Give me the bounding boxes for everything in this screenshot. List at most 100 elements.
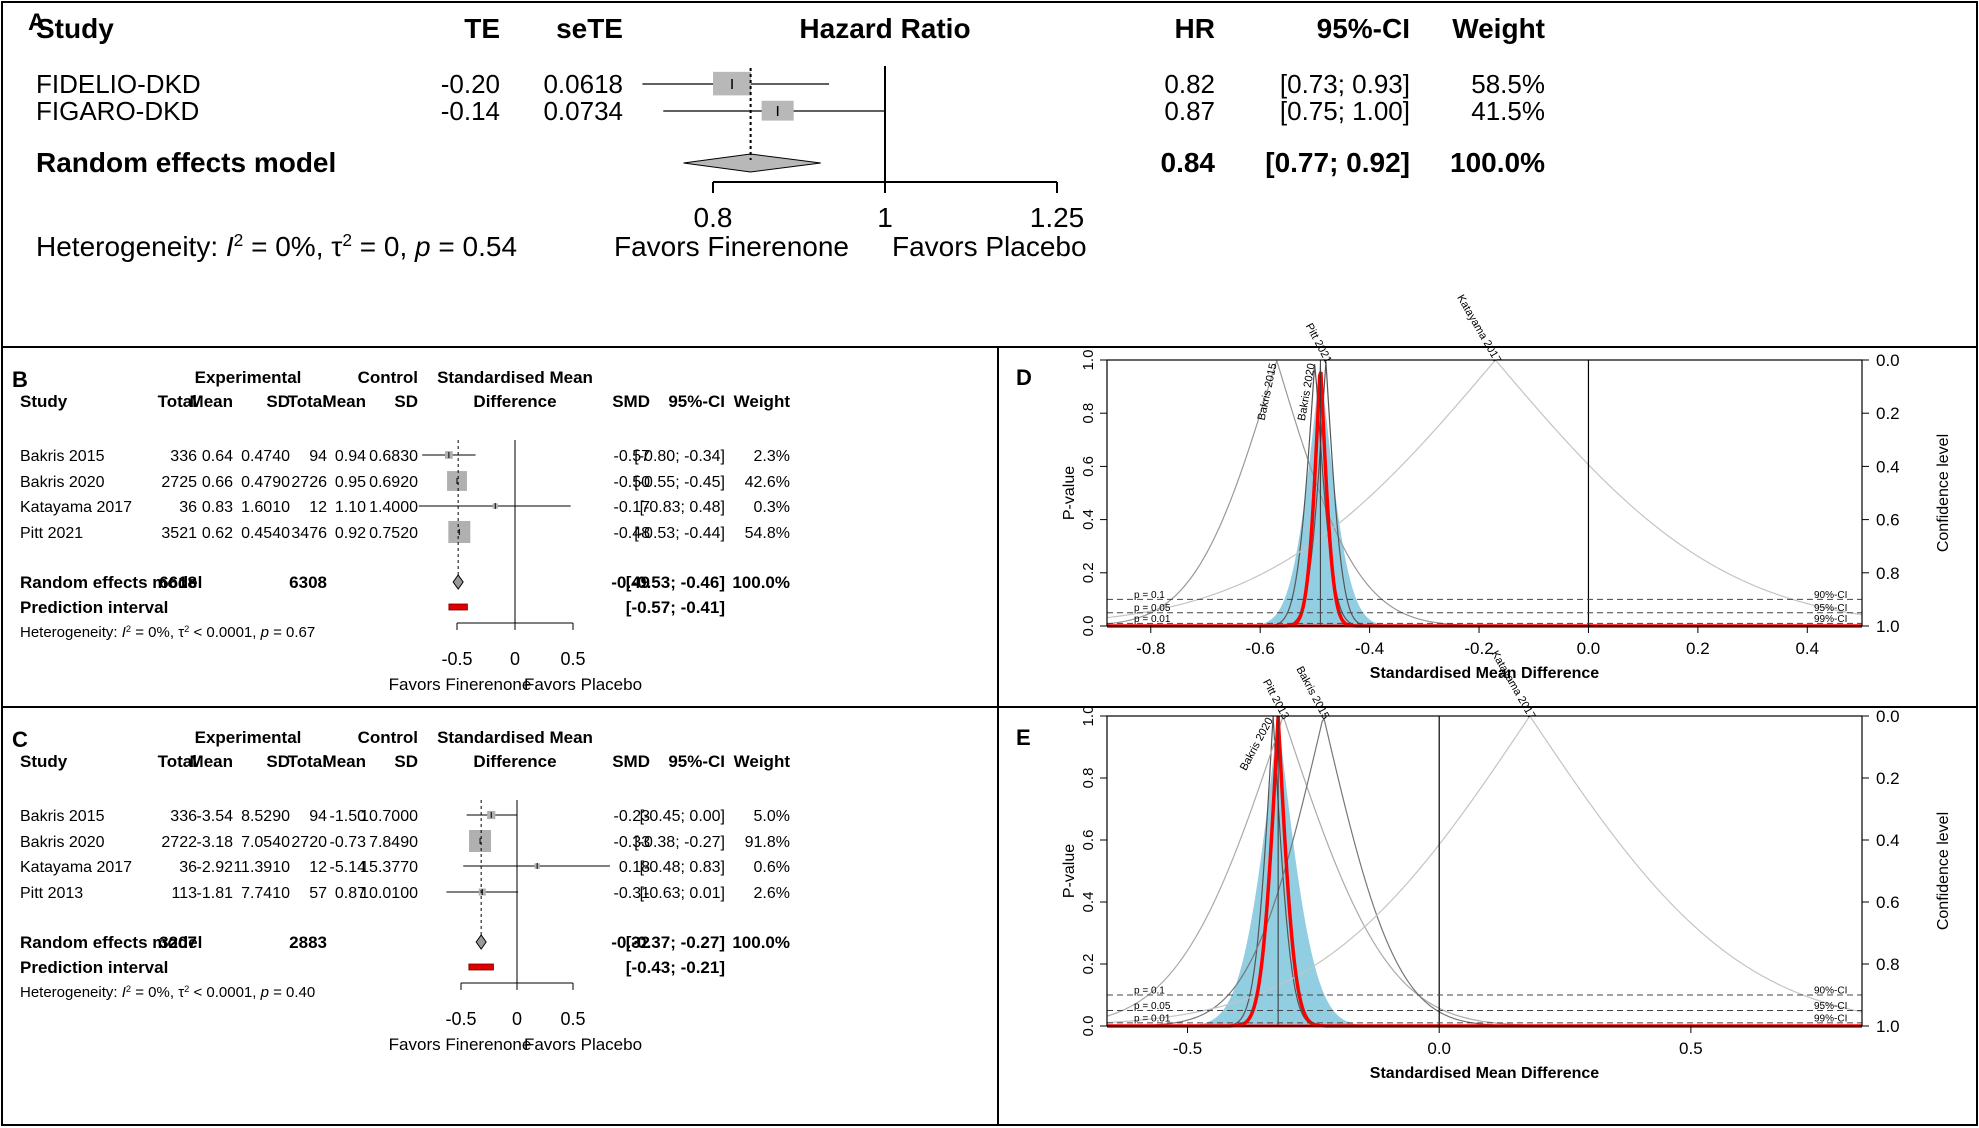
- b-group-effect-top: Standardised Mean: [437, 368, 593, 387]
- b-row-2-mean: 0.83: [202, 499, 233, 516]
- d-curve-2: [1107, 359, 1862, 619]
- b-group-effect-bottom: Difference: [473, 392, 556, 411]
- d-x-tick-label-6: 0.4: [1795, 639, 1819, 658]
- c-row-2-total: 36: [179, 859, 197, 876]
- a-row-0-sete: 0.0618: [543, 69, 623, 99]
- e-y-tick-right-label-4: 0.8: [1876, 955, 1900, 974]
- b-header-total2: Total: [288, 392, 327, 411]
- b-x-tick-label-2: 0.5: [560, 649, 585, 669]
- d-ref-right-1: 95%-CI: [1814, 603, 1847, 614]
- b-prediction-label: Prediction interval: [20, 598, 168, 617]
- a-row-1-sete: 0.0734: [543, 96, 623, 126]
- a-row-1-weight: 41.5%: [1471, 96, 1545, 126]
- c-row-1-weight: 91.8%: [745, 834, 790, 851]
- c-header-ci: 95%-CI: [668, 752, 725, 771]
- b-row-1-weight: 42.6%: [745, 474, 790, 491]
- b-header-smd: SMD: [612, 392, 650, 411]
- b-row-0-ci: [-0.80; -0.34]: [634, 448, 725, 465]
- c-header-study: Study: [20, 752, 68, 771]
- e-ref-right-2: 99%-CI: [1814, 1013, 1847, 1024]
- e-ref-right-0: 90%-CI: [1814, 986, 1847, 997]
- b-row-2-mean2: 1.10: [335, 499, 366, 516]
- e-curve-label-3: Katayama 2017: [1489, 649, 1538, 722]
- b-row-1-sd: 0.4790: [241, 474, 290, 491]
- c-row-1-sd2: 7.8490: [369, 834, 418, 851]
- d-ref-left-1: p = 0.05: [1134, 603, 1171, 614]
- b-heterogeneity-part-3: = 0%, τ: [131, 624, 184, 641]
- b-prediction-bar: [448, 603, 468, 611]
- d-curve-label-0: Bakris 2015: [1256, 362, 1280, 421]
- b-row-1-sd2: 0.6920: [369, 474, 418, 491]
- e-y-tick-right-label-3: 0.6: [1876, 893, 1900, 912]
- a-heterogeneity-part-1: I: [226, 231, 234, 262]
- c-row-0-sd2: 10.7000: [360, 808, 418, 825]
- c-row-2-total2: 12: [309, 859, 327, 876]
- a-heterogeneity-part-0: Heterogeneity:: [36, 231, 226, 262]
- b-header-mean2: Mean: [323, 392, 366, 411]
- a-row-0-te: -0.20: [441, 69, 500, 99]
- e-plot-area: [1107, 714, 1862, 1028]
- e-curve-1: [1107, 716, 1862, 1027]
- d-y-tick-label-1: 0.2: [1080, 562, 1097, 583]
- panel-b-forest-plot: Experimental Control Standardised Mean Diff…: [20, 368, 790, 694]
- d-prediction-band: [1107, 360, 1862, 626]
- e-prediction-band: [1107, 721, 1862, 1026]
- d-y-tick-label-5: 1.0: [1080, 350, 1097, 371]
- a-favors-right: Favors Placebo: [892, 231, 1087, 262]
- c-group-control: Control: [358, 728, 418, 747]
- c-row-0-mean: -3.54: [197, 808, 234, 825]
- e-x-tick-label-0: -0.5: [1173, 1039, 1202, 1058]
- panel-letter-c: C: [12, 727, 28, 752]
- b-heterogeneity-part-2: 2: [126, 624, 131, 634]
- c-row-0-total2: 94: [309, 808, 327, 825]
- c-row-2-name: Katayama 2017: [20, 859, 132, 876]
- d-y-tick-right-label-2: 0.4: [1876, 457, 1900, 476]
- b-row-2-smd: -0.17: [614, 499, 651, 516]
- e-ref-left-2: p = 0.01: [1134, 1013, 1171, 1024]
- b-header-total: Total: [158, 392, 197, 411]
- a-heterogeneity-part-4: 2: [342, 230, 352, 250]
- a-pooled-ci: [0.77; 0.92]: [1265, 147, 1410, 178]
- a-header-ci: 95%-CI: [1317, 13, 1410, 44]
- c-heterogeneity-part-7: = 0.40: [269, 984, 315, 1001]
- a-header-sete: seTE: [556, 13, 623, 44]
- c-row-1-ci: [-0.38; -0.27]: [634, 834, 725, 851]
- c-row-3-smd: -0.31: [614, 885, 651, 902]
- c-row-3-sd2: 10.0100: [360, 885, 418, 902]
- b-row-3-total2: 3476: [291, 525, 327, 542]
- c-row-3-total2: 57: [309, 885, 327, 902]
- b-row-0-smd: -0.57: [614, 448, 651, 465]
- c-row-3-weight: 2.6%: [754, 885, 790, 902]
- e-y-tick-label-3: 0.6: [1080, 830, 1097, 851]
- b-group-experimental: Experimental: [195, 368, 302, 387]
- b-header-mean: Mean: [190, 392, 233, 411]
- e-ref-left-0: p = 0.1: [1134, 986, 1165, 997]
- c-header-mean: Mean: [190, 752, 233, 771]
- a-row-1-ci: [0.75; 1.00]: [1280, 96, 1410, 126]
- a-heterogeneity-part-5: = 0,: [352, 231, 415, 262]
- b-row-3-total: 3521: [161, 525, 197, 542]
- a-header-weight: Weight: [1452, 13, 1545, 44]
- c-heterogeneity-part-0: Heterogeneity:: [20, 984, 122, 1001]
- b-header-ci: 95%-CI: [668, 392, 725, 411]
- c-favors-left: Favors Finerenone: [389, 1035, 532, 1054]
- c-row-0-smd: -0.23: [614, 808, 651, 825]
- b-row-3-mean: 0.62: [202, 525, 233, 542]
- c-pooled-total2: 2883: [289, 933, 327, 952]
- b-heterogeneity-part-0: Heterogeneity:: [20, 624, 122, 641]
- c-x-tick-label-1: 0: [512, 1009, 522, 1029]
- d-y-axis-title: P-value: [1061, 466, 1078, 520]
- b-row-3-name: Pitt 2021: [20, 525, 83, 542]
- c-row-2-smd: 0.18: [619, 859, 650, 876]
- d-pooled-curve: [1107, 371, 1862, 628]
- panel-d-pvalue-plot: p = 0.1 90%-CI p = 0.05 95%-CI p = 0.01 99%-C…: [1061, 293, 1952, 682]
- panel-letter-a: A: [28, 9, 45, 36]
- c-x-tick-label-2: 0.5: [560, 1009, 585, 1029]
- d-ref-left-0: p = 0.1: [1134, 590, 1165, 601]
- b-row-1-ci: [-0.55; -0.45]: [634, 474, 725, 491]
- b-row-3-weight: 54.8%: [745, 525, 790, 542]
- c-prediction-bar: [468, 963, 494, 971]
- c-row-3-mean: -1.81: [197, 885, 234, 902]
- e-pooled-curve: [1107, 715, 1862, 1028]
- c-heterogeneity-part-2: 2: [126, 984, 131, 994]
